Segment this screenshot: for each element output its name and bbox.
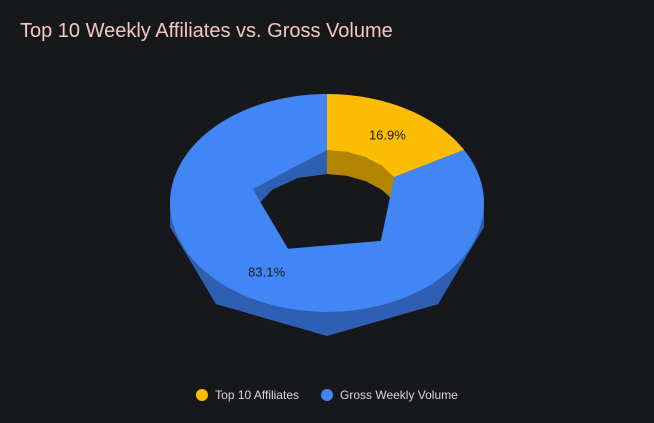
slice-top-10-affiliates[interactable] bbox=[327, 94, 465, 178]
outer-side-gross-weekly-volume bbox=[170, 203, 484, 336]
legend: Top 10 Affiliates Gross Weekly Volume bbox=[0, 385, 654, 405]
slice-gross-weekly-volume[interactable] bbox=[170, 94, 484, 312]
legend-entry-gross-weekly-volume[interactable]: Gross Weekly Volume bbox=[321, 388, 458, 402]
legend-entry-top-10-affiliates[interactable]: Top 10 Affiliates bbox=[196, 388, 299, 402]
legend-swatch-top-10-affiliates bbox=[196, 389, 209, 401]
slice-tops bbox=[170, 94, 484, 312]
slice-labels: 16.9% 83.1% bbox=[248, 128, 406, 280]
legend-label: Top 10 Affiliates bbox=[215, 388, 299, 402]
slice-label-gross-weekly-volume: 83.1% bbox=[248, 265, 285, 280]
legend-label: Gross Weekly Volume bbox=[340, 388, 458, 402]
slice-sides bbox=[170, 203, 484, 336]
slice-label-top-10-affiliates: 16.9% bbox=[369, 128, 406, 143]
inner-wall-top-10-affiliates-0 bbox=[327, 150, 395, 202]
legend-swatch-gross-weekly-volume bbox=[321, 389, 333, 401]
chart-title: Top 10 Weekly Affiliates vs. Gross Volum… bbox=[20, 20, 393, 42]
